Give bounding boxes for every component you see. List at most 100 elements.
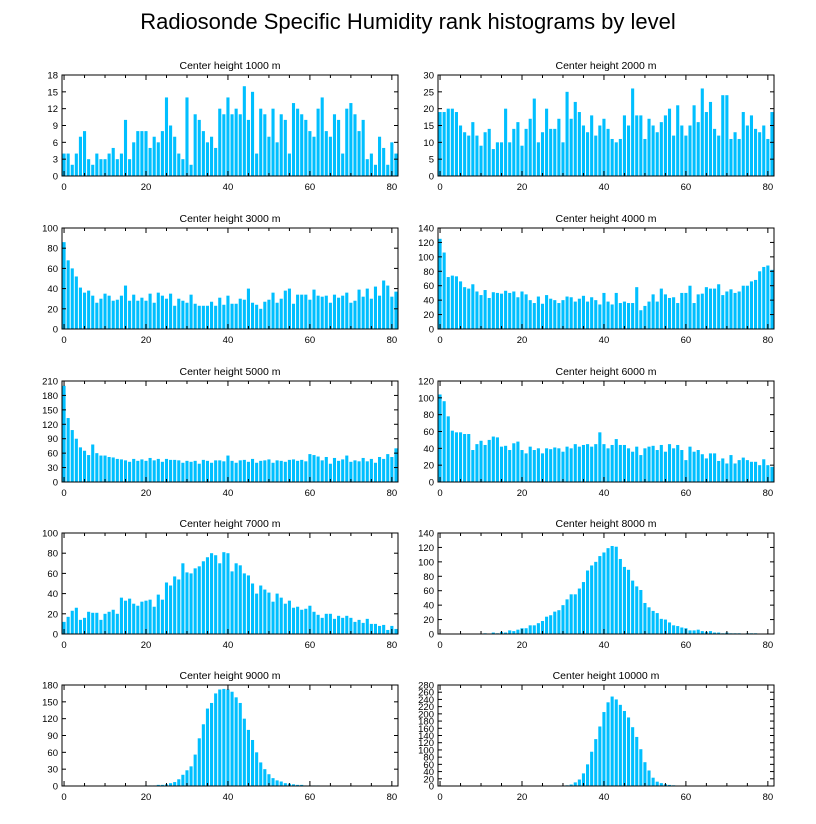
histogram-bar: [655, 450, 659, 482]
histogram-bar: [361, 457, 365, 482]
histogram-bar: [672, 297, 676, 329]
histogram-bar: [234, 108, 238, 176]
histogram-bar: [316, 456, 320, 482]
histogram-bar: [512, 128, 516, 176]
y-tick-label: 100: [418, 252, 434, 263]
histogram-bar: [70, 610, 74, 634]
y-tick-label: 10: [423, 138, 434, 149]
histogram-bar: [238, 298, 242, 329]
panel-title: Center height 2000 m: [556, 60, 657, 72]
histogram-bar: [643, 762, 647, 786]
histogram-bar: [495, 292, 499, 329]
histogram-bar: [99, 455, 103, 482]
panel-title: Center height 4000 m: [556, 213, 657, 225]
histogram-bar: [594, 135, 598, 176]
histogram-bar: [626, 569, 631, 634]
histogram-bar: [226, 689, 230, 786]
histogram-bar: [618, 444, 622, 482]
histogram-bar: [639, 749, 643, 786]
y-tick-label: 100: [418, 393, 434, 404]
histogram-bar: [169, 783, 173, 786]
histogram-bar: [111, 609, 115, 634]
histogram-bar: [287, 288, 291, 329]
histogram-bar: [74, 438, 78, 482]
histogram-bar: [345, 108, 349, 176]
histogram-bar: [341, 617, 345, 634]
histogram-bar: [749, 281, 754, 329]
histogram-bar: [246, 575, 250, 634]
histogram-bar: [357, 619, 361, 634]
histogram-bar: [700, 454, 704, 482]
histogram-bar: [328, 613, 332, 634]
histogram-bar: [382, 624, 386, 634]
y-tick-label: 80: [423, 267, 434, 278]
histogram-bar: [577, 779, 581, 786]
histogram-bar: [369, 623, 373, 634]
histogram-bar: [291, 607, 296, 634]
histogram-bar: [573, 782, 577, 786]
histogram-bar: [659, 122, 663, 176]
histogram-bar: [291, 103, 296, 176]
histogram-bar: [177, 579, 181, 634]
histogram-bar: [152, 460, 156, 482]
histogram-bar: [115, 159, 119, 176]
histogram-bar: [516, 629, 520, 634]
histogram-bar: [369, 153, 373, 176]
histogram-bar: [672, 135, 676, 176]
histogram-bar: [136, 300, 140, 329]
histogram-bar: [357, 461, 361, 482]
histogram-bar: [181, 774, 185, 786]
y-tick-label: 40: [423, 767, 434, 778]
histogram-bar: [549, 298, 553, 329]
y-tick-label: 90: [47, 434, 58, 445]
y-tick-label: 0: [53, 478, 58, 489]
histogram-bar: [320, 296, 324, 329]
histogram-bar: [238, 460, 242, 482]
histogram-bar: [234, 697, 238, 786]
histogram-bar: [504, 290, 508, 329]
histogram-bar: [386, 629, 390, 634]
histogram-bar: [606, 702, 610, 786]
histogram-bar: [614, 142, 618, 176]
chart-panel-1: Center height 1000 m 0 3 6 9 12 15 18 0 20 40 60 80: [47, 60, 399, 193]
histogram-bar: [651, 125, 655, 176]
histogram-bar: [741, 112, 745, 176]
histogram-bar: [708, 453, 713, 482]
histogram-bar: [222, 304, 226, 329]
histogram-bar: [762, 459, 766, 482]
histogram-bar: [267, 136, 271, 176]
histogram-bar: [631, 580, 635, 634]
histogram-bar: [144, 460, 148, 482]
histogram-bar: [606, 448, 610, 482]
histogram-bar: [87, 159, 91, 176]
histogram-bar: [177, 298, 181, 329]
histogram-bar: [242, 459, 246, 482]
x-tick-label: 80: [763, 792, 774, 803]
histogram-bar: [508, 630, 512, 634]
panel-title: Center height 6000 m: [556, 366, 657, 378]
histogram-bar: [197, 463, 201, 482]
histogram-bar: [70, 268, 74, 329]
histogram-bar: [586, 444, 590, 483]
histogram-bar: [226, 97, 230, 176]
histogram-bar: [483, 132, 487, 176]
histogram-bar: [74, 153, 78, 176]
histogram-bar: [324, 456, 328, 482]
histogram-bar: [565, 91, 569, 176]
histogram-bar: [214, 693, 218, 786]
histogram-bar: [169, 585, 173, 634]
x-tick-label: 20: [141, 182, 152, 193]
histogram-bar: [692, 630, 696, 634]
histogram-bar: [545, 616, 549, 634]
histogram-bar: [91, 164, 95, 176]
histogram-bar: [361, 296, 365, 329]
histogram-bar: [140, 601, 144, 634]
y-tick-label: 9: [53, 121, 58, 132]
histogram-bar: [132, 603, 136, 634]
histogram-bar: [729, 138, 733, 176]
histogram-bar: [173, 782, 177, 786]
histogram-bar: [622, 115, 626, 176]
histogram-bar: [394, 448, 398, 482]
histogram-bar: [283, 783, 287, 786]
histogram-bar: [296, 294, 300, 329]
